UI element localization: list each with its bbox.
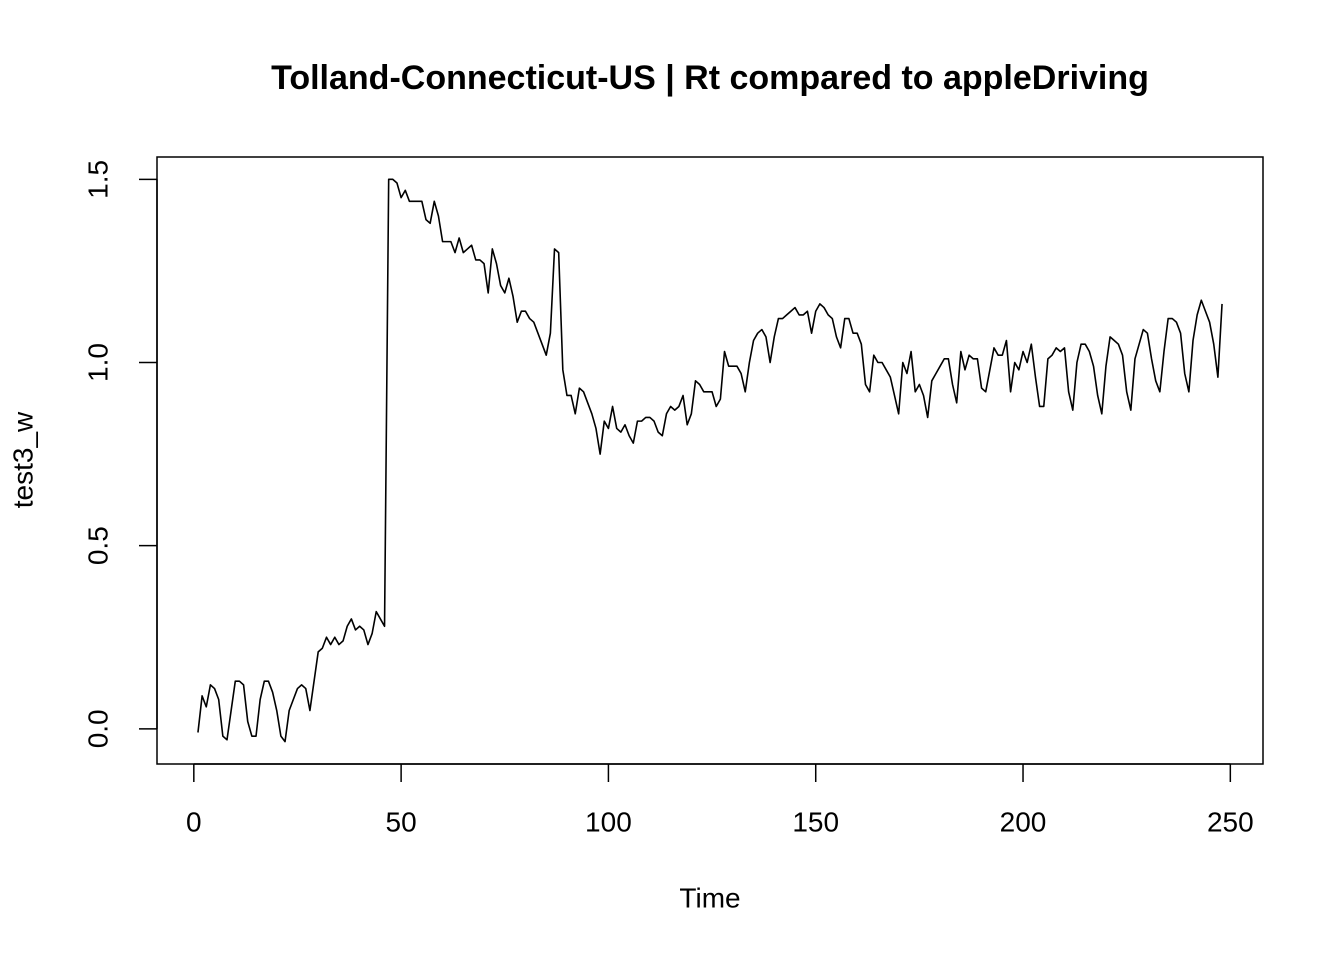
x-axis-label: Time: [679, 882, 740, 913]
x-tick-label: 200: [1000, 806, 1047, 837]
x-tick-label: 0: [186, 806, 202, 837]
y-tick-label: 1.5: [82, 160, 113, 199]
x-tick-label: 250: [1207, 806, 1254, 837]
x-tick-label: 150: [792, 806, 839, 837]
data-line: [197, 178, 1223, 743]
x-tick-label: 50: [386, 806, 417, 837]
y-tick-label: 1.0: [82, 343, 113, 382]
chart-title: Tolland-Connecticut-US | Rt compared to …: [271, 59, 1149, 97]
y-tick-label: 0.0: [82, 709, 113, 748]
y-axis-label: test3_w: [7, 411, 38, 508]
x-tick-label: 100: [585, 806, 632, 837]
y-tick-label: 0.5: [82, 526, 113, 565]
